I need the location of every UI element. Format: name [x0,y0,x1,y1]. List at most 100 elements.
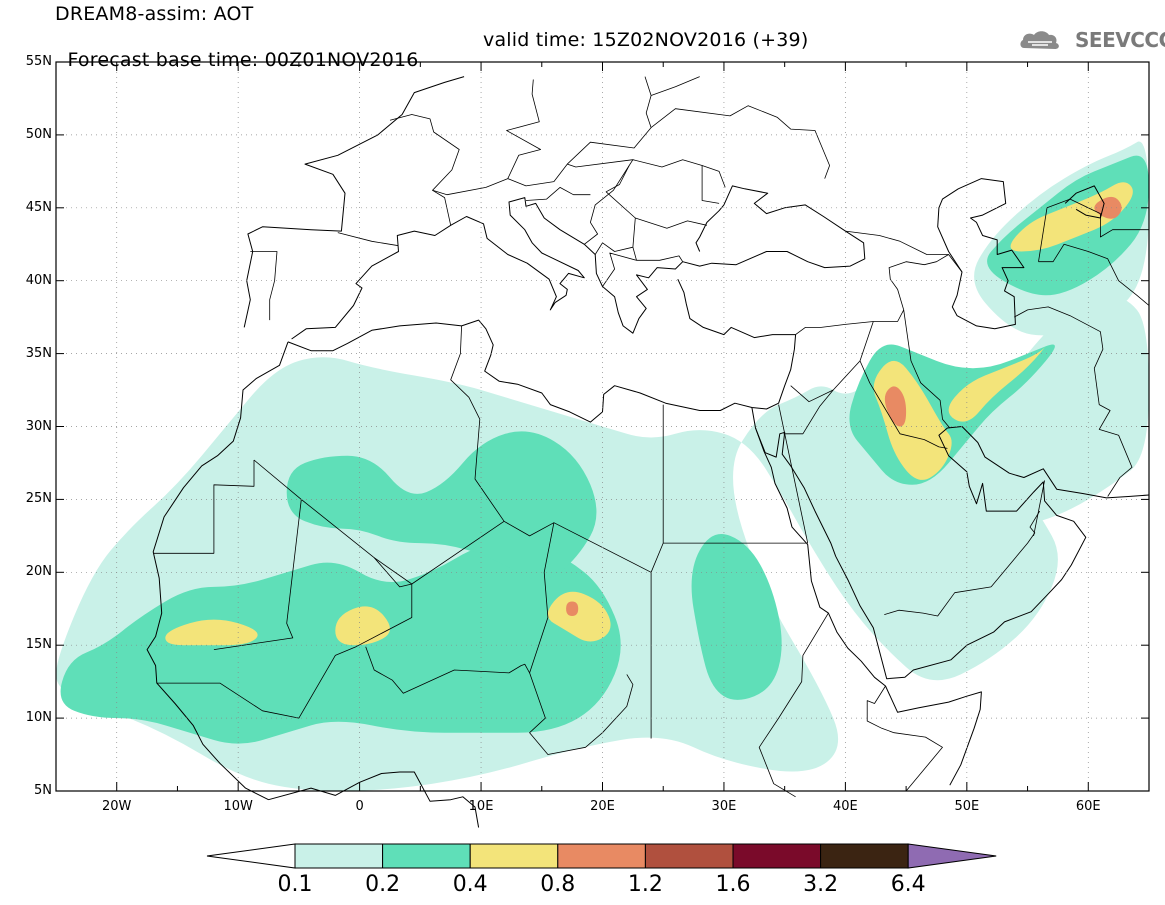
coastline [751,407,982,786]
lon-label: 10W [223,799,253,814]
lon-label: 0 [355,799,364,814]
colorbar-under-triangle [206,843,296,869]
country-border [1038,243,1150,306]
colorbar-swatch [644,843,734,869]
cloud-icon [1020,31,1059,49]
country-border [778,404,809,544]
country-border [650,76,700,96]
aot-region-0_8 [566,601,579,616]
lat-label: 20N [25,564,52,580]
logo-text: SEEVCCC [1075,28,1165,52]
lon-label: 20E [590,799,615,814]
lat-label: 30N [25,418,52,434]
colorbar-label: 0.8 [540,872,576,897]
colorbar-label: 3.2 [803,872,839,897]
colorbar-label: 1.6 [715,872,751,897]
aot-region-0_4 [547,591,611,642]
lat-label: 35N [25,345,52,361]
lat-label: 15N [25,637,52,653]
lat-label: 5N [34,783,52,798]
country-border [1033,480,1045,536]
coastline [291,197,684,340]
country-border [529,672,634,755]
country-border [635,217,707,229]
country-border [884,586,992,617]
valid-time: valid time: 15Z02NOV2016 (+39) [483,29,809,51]
colorbar-label: 0.2 [365,872,401,897]
coastline [755,426,1150,680]
lat-label: 25N [25,491,52,507]
country-border [373,520,652,739]
country-border [432,76,652,196]
aot-region-0_2 [286,431,597,580]
lon-label: 60E [1075,799,1101,814]
aot-region-0_2 [691,534,782,700]
coastline [682,185,866,269]
lon-label: 40E [832,799,858,814]
aot-field-layer [56,141,1149,791]
country-border [213,499,302,650]
country-border [990,510,1041,588]
coastline [243,76,465,328]
aot-region-0_4 [165,619,258,646]
country-border [594,165,636,255]
coastline [1064,185,1105,219]
lon-label: 30E [711,799,737,814]
coastline [677,278,796,339]
country-border [525,186,591,201]
forecast-base-time: Forecast base time: 00Z01NOV2016 [67,49,419,71]
country-border [845,230,963,273]
country-border [602,252,637,287]
country-border [506,79,541,179]
lat-label: 45N [25,199,52,215]
country-border [632,159,720,204]
coastlines [146,76,1150,828]
colorbar [206,843,997,869]
colorbar-swatch [557,843,646,869]
colorbar-over-triangle [907,843,997,869]
axis-ticks [55,61,1150,792]
colorbar-swatch [382,843,471,869]
country-border [650,105,830,179]
colorbar-swatch [820,843,909,869]
aot-region-0_4 [948,343,1048,422]
lat-label: 55N [25,54,52,69]
map-subtitle: Forecast base time: 00Z01NOV2016 valid t… [55,30,808,90]
lon-label: 10E [468,799,494,814]
country-border [450,325,505,522]
lon-label: 20W [102,799,132,814]
coastline [937,178,1025,330]
lat-label: 40N [25,272,52,288]
colorbar-label: 0.4 [452,872,488,897]
country-border [795,254,949,335]
map-title: DREAM8-assim: AOT [55,3,254,25]
country-border [758,612,829,798]
colorbar-label: 0.1 [277,872,313,897]
coastline [268,771,480,828]
colorbar-swatch [732,843,822,869]
aot-region-0_4 [335,606,390,646]
country-border [632,247,684,262]
colorbar-swatch [469,843,559,869]
country-border [153,460,255,554]
country-border [701,165,726,188]
country-border [567,159,634,245]
colorbar-label: 1.2 [627,872,663,897]
country-border [903,309,951,429]
colorbar-label: 6.4 [890,872,926,897]
country-border [1014,306,1133,497]
lat-label: 10N [25,710,52,726]
coastline [287,319,797,423]
country-border [337,232,399,247]
country-border [866,685,943,792]
country-border [156,459,413,719]
country-border [250,251,278,321]
coastline [146,341,289,801]
colorbar-swatch [294,843,384,869]
country-border [365,522,555,694]
country-border [783,389,834,435]
graticule [56,62,1149,791]
lat-label: 50N [25,126,52,142]
lon-label: 50E [954,799,980,814]
